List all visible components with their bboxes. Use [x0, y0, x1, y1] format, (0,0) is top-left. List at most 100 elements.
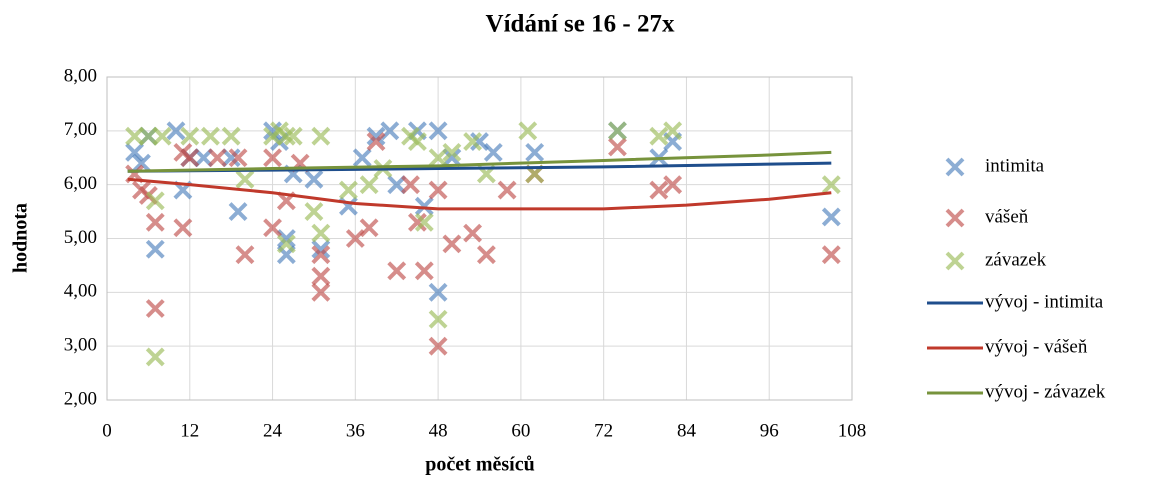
point: [180, 126, 200, 146]
point: [125, 126, 145, 146]
point: [442, 234, 462, 254]
point: [497, 180, 517, 200]
trend-line: [127, 150, 832, 173]
point: [339, 180, 358, 200]
point: [428, 309, 448, 329]
point: [228, 148, 248, 168]
point: [145, 299, 165, 318]
x-tick-label: 48: [429, 420, 448, 441]
point: [152, 126, 172, 146]
point: [276, 234, 296, 254]
y-tick-label: 5,00: [64, 227, 97, 248]
point: [463, 223, 483, 243]
point: [235, 245, 255, 265]
y-tick-label: 8,00: [64, 65, 97, 86]
point: [414, 212, 434, 232]
legend-marker: [945, 208, 965, 228]
point: [276, 229, 296, 248]
point: [821, 245, 841, 265]
point: [201, 126, 220, 146]
point: [311, 223, 331, 243]
point: [401, 175, 420, 195]
point: [283, 126, 303, 146]
point: [380, 121, 400, 141]
point: [525, 142, 545, 162]
point: [145, 239, 165, 259]
x-tick-label: 72: [594, 420, 613, 441]
point: [263, 121, 282, 141]
x-tick-label: 60: [511, 420, 530, 441]
trend-line: [127, 177, 832, 211]
point: [138, 126, 158, 146]
y-tick-label: 3,00: [64, 335, 97, 356]
point: [345, 229, 365, 248]
legend-label: vášeň: [985, 206, 1029, 227]
legend-label: vývoj - vášeň: [985, 336, 1088, 357]
point: [428, 336, 448, 356]
point: [428, 121, 448, 141]
point: [221, 126, 241, 146]
point: [166, 121, 186, 141]
point: [821, 175, 841, 195]
point: [663, 121, 683, 141]
point: [663, 175, 683, 195]
point: [228, 202, 248, 221]
point: [608, 137, 627, 157]
x-tick-label: 108: [838, 420, 867, 441]
point: [145, 347, 165, 367]
point: [173, 218, 193, 238]
point: [304, 202, 324, 221]
x-tick-label: 12: [180, 420, 199, 441]
point: [649, 126, 669, 146]
point: [387, 175, 407, 195]
point: [463, 132, 483, 152]
point: [518, 121, 538, 141]
point: [428, 180, 448, 200]
point: [311, 282, 331, 302]
chart-title: Vídání se 16 - 27x: [486, 11, 675, 38]
point: [180, 148, 200, 168]
point: [470, 132, 489, 152]
point: [483, 142, 503, 162]
point: [428, 148, 448, 168]
point: [263, 218, 282, 238]
point: [408, 132, 427, 152]
x-axis-label: počet měsíců: [425, 454, 534, 476]
point: [311, 126, 331, 146]
point: [408, 212, 427, 232]
point: [366, 132, 386, 152]
plot-border: [106, 76, 853, 401]
point: [235, 169, 255, 189]
point: [366, 126, 386, 146]
point: [145, 212, 165, 232]
point: [352, 148, 372, 168]
point: [387, 261, 407, 281]
point: [125, 142, 145, 162]
point: [821, 207, 841, 227]
point: [608, 121, 627, 141]
y-tick-label: 4,00: [64, 281, 97, 302]
x-tick-label: 36: [346, 420, 365, 441]
point: [649, 180, 669, 200]
point: [359, 175, 379, 195]
x-tick-label: 24: [263, 420, 283, 441]
y-tick-label: 7,00: [64, 119, 97, 140]
point: [304, 169, 324, 189]
point: [442, 148, 462, 168]
x-tick-label: 84: [677, 420, 697, 441]
legend-label: závazek: [985, 249, 1047, 270]
point: [132, 153, 151, 173]
legend-marker: [945, 157, 965, 177]
x-tick-label: 96: [760, 420, 779, 441]
legend-label: intimita: [985, 155, 1045, 176]
point: [207, 148, 227, 168]
point: [414, 196, 434, 216]
point: [311, 239, 331, 259]
legend-label: vývoj - intimita: [985, 291, 1104, 312]
point: [311, 245, 331, 265]
point: [194, 148, 213, 168]
point: [221, 148, 241, 168]
point: [311, 266, 331, 286]
